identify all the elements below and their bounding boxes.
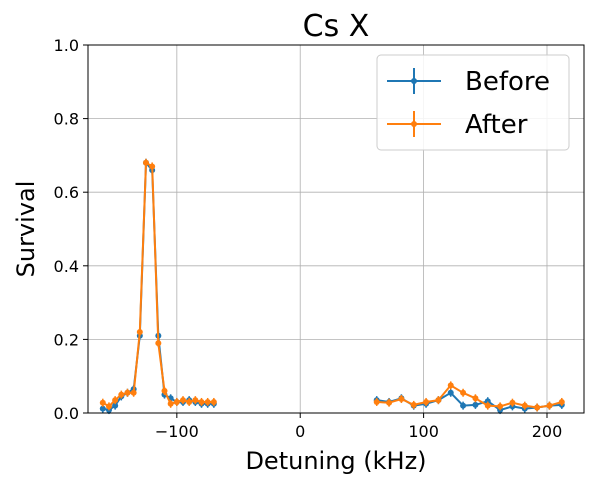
series-after [99,158,565,412]
data-point [167,400,174,407]
data-point [130,389,137,396]
data-point [484,402,491,409]
y-tick-label: 0.0 [54,404,79,423]
data-point [186,398,193,405]
x-tick-label: 0 [295,422,305,441]
x-tick-label: 100 [408,422,439,441]
data-point [423,398,430,405]
legend-box [376,54,570,151]
chart-title: Cs X [303,9,370,44]
y-axis-label: Survival [12,181,40,278]
data-point [173,398,180,405]
data-point [118,391,125,398]
data-point [410,401,417,408]
data-point [447,382,454,389]
data-point [484,398,491,405]
data-point [558,398,565,405]
data-point [204,398,211,405]
data-point [472,395,479,402]
y-tick-label: 0.8 [54,110,79,129]
data-point [155,340,162,347]
data-point [521,402,528,409]
legend-marker [411,78,417,84]
data-point [105,403,112,410]
data-point [546,402,553,409]
series-line [376,384,563,409]
data-point [161,387,168,394]
data-point [142,159,149,166]
data-point [497,403,504,410]
data-point [99,405,106,412]
data-point [386,399,393,406]
data-point [447,389,454,396]
data-point [192,397,199,404]
legend-item-before: Before [387,67,550,97]
data-point [373,398,380,405]
data-point [198,398,205,405]
y-tick-label: 0.6 [54,183,79,202]
plot-frame [87,44,585,414]
data-point [460,402,467,409]
data-point [435,397,442,404]
x-axis-label: Detuning (kHz) [245,447,426,475]
data-point [210,398,217,405]
data-point [460,389,467,396]
y-tick-label: 1.0 [54,36,79,55]
y-tick-label: 0.4 [54,257,79,276]
legend-marker [411,121,417,127]
data-point [136,329,143,336]
data-point [398,396,405,403]
data-point [534,404,541,411]
data-point [509,399,516,406]
x-tick-label: −100 [155,422,199,441]
ticks: −100 0 100 200 0.0 0.2 0.4 0.6 0.8 1.0 [54,36,563,441]
legend: Before After [376,54,570,151]
x-tick-label: 200 [532,422,563,441]
data-point [112,402,119,409]
data-point [472,401,479,408]
legend-label: Before [465,67,550,97]
series-layer [99,158,565,415]
data-point [180,397,187,404]
y-tick-label: 0.2 [54,330,79,349]
legend-item-after: After [387,110,528,140]
data-point [112,397,119,404]
data-point [124,389,131,396]
data-point [99,399,106,406]
data-point [149,163,156,170]
legend-label: After [465,110,528,140]
